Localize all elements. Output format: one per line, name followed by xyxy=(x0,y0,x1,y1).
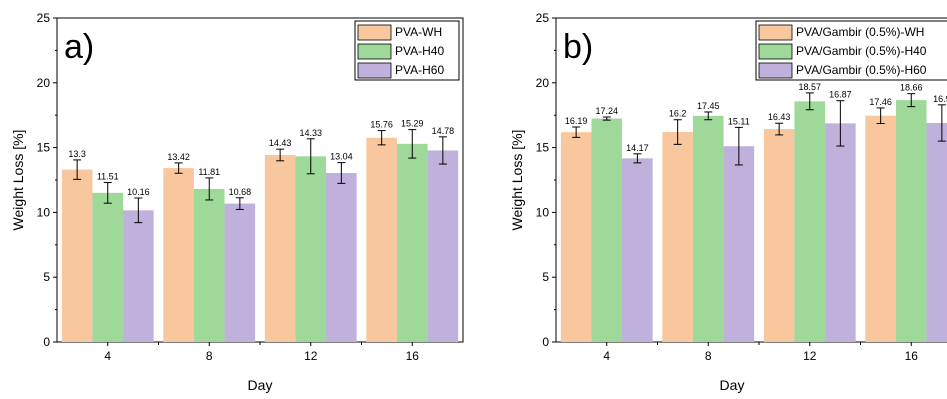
bar xyxy=(591,118,623,342)
bar xyxy=(295,156,327,342)
data-label: 14.17 xyxy=(626,143,649,153)
legend-entry: PVA/Gambir (0.5%)-WH xyxy=(796,25,924,39)
bar xyxy=(763,129,795,342)
data-label: 10.16 xyxy=(127,187,150,197)
legend-swatch xyxy=(357,43,392,60)
bar xyxy=(794,101,826,343)
y-tick-label: 25 xyxy=(536,11,550,25)
bar xyxy=(61,169,93,342)
data-label: 13.42 xyxy=(167,152,190,162)
bar xyxy=(92,192,124,342)
data-label: 13.3 xyxy=(68,149,86,159)
bar xyxy=(193,188,225,342)
data-label: 16.19 xyxy=(565,116,588,126)
y-axis-label: Weight Loss [%] xyxy=(509,130,525,231)
data-label: 11.81 xyxy=(198,167,220,177)
data-label: 15.76 xyxy=(370,120,393,130)
panel-label: a) xyxy=(64,28,94,66)
data-label: 16.2 xyxy=(669,109,687,119)
legend-swatch xyxy=(758,43,793,60)
x-axis-label: Day xyxy=(720,377,745,393)
legend-entry: PVA/Gambir (0.5%)-H60 xyxy=(796,63,927,77)
x-tick-label: 12 xyxy=(803,349,817,363)
legend-entry: PVA-H60 xyxy=(395,63,444,77)
data-label: 15.29 xyxy=(401,119,424,129)
bar xyxy=(825,123,856,342)
data-label: 15.11 xyxy=(728,116,750,126)
y-tick-label: 15 xyxy=(536,141,550,155)
x-tick-label: 12 xyxy=(304,349,318,363)
y-tick-label: 0 xyxy=(542,335,549,349)
bar xyxy=(662,132,693,342)
data-label: 14.43 xyxy=(269,138,292,148)
bar xyxy=(427,150,459,342)
y-tick-label: 5 xyxy=(542,270,549,284)
y-tick-label: 5 xyxy=(43,270,50,284)
bar xyxy=(692,115,724,343)
bar xyxy=(224,203,256,342)
legend-swatch xyxy=(758,62,793,79)
legend-entry: PVA/Gambir (0.5%)-H40 xyxy=(796,44,927,58)
bar xyxy=(396,143,428,342)
data-label: 14.78 xyxy=(432,126,455,136)
x-axis-label: Day xyxy=(248,377,273,393)
data-label: 18.57 xyxy=(798,82,821,92)
data-label: 14.33 xyxy=(299,128,322,138)
chart-panel-a: 13.3 13.42 14.43 15.76 11.51 11.81 14.33 15.29 1… xyxy=(10,11,464,393)
data-label: 16.87 xyxy=(829,90,852,100)
x-tick-label: 16 xyxy=(905,349,919,363)
bar xyxy=(163,168,194,342)
bar xyxy=(622,158,653,342)
y-tick-label: 10 xyxy=(536,205,550,219)
x-tick-label: 8 xyxy=(206,349,213,363)
bar xyxy=(926,122,947,342)
data-label: 17.24 xyxy=(595,106,618,116)
data-label: 10.68 xyxy=(229,187,252,197)
bar xyxy=(865,115,896,342)
x-tick-label: 16 xyxy=(406,349,420,363)
x-tick-label: 4 xyxy=(104,349,111,363)
legend-swatch xyxy=(357,62,392,79)
y-axis-label: Weight Loss [%] xyxy=(10,130,26,231)
bar xyxy=(366,137,397,342)
y-tick-label: 20 xyxy=(536,76,550,90)
legend-entry: PVA-WH xyxy=(395,25,442,39)
y-tick-label: 0 xyxy=(43,335,50,349)
data-label: 17.46 xyxy=(869,97,892,107)
data-label: 18.66 xyxy=(900,83,923,93)
legend-swatch xyxy=(357,24,392,41)
x-tick-label: 4 xyxy=(603,349,610,363)
bar xyxy=(264,154,296,342)
data-label: 13.04 xyxy=(330,152,353,162)
chart-panel-b: 16.19 16.2 16.43 17.46 17.24 17.45 18.57 18.66 1… xyxy=(509,11,947,393)
bar xyxy=(123,210,154,342)
data-label: 16.43 xyxy=(768,112,791,122)
bar xyxy=(895,100,927,342)
y-tick-label: 15 xyxy=(37,141,51,155)
bar xyxy=(560,132,592,342)
x-tick-label: 8 xyxy=(705,349,712,363)
data-label: 16.9 xyxy=(933,94,947,104)
y-tick-label: 20 xyxy=(37,76,51,90)
bar xyxy=(326,173,357,342)
panel-label: b) xyxy=(563,28,593,66)
legend-swatch xyxy=(758,24,793,41)
y-tick-label: 10 xyxy=(37,205,51,219)
legend-entry: PVA-H40 xyxy=(395,44,444,58)
data-label: 11.51 xyxy=(97,171,119,181)
bar xyxy=(723,146,755,342)
y-tick-label: 25 xyxy=(37,11,51,25)
data-label: 17.45 xyxy=(697,101,720,111)
